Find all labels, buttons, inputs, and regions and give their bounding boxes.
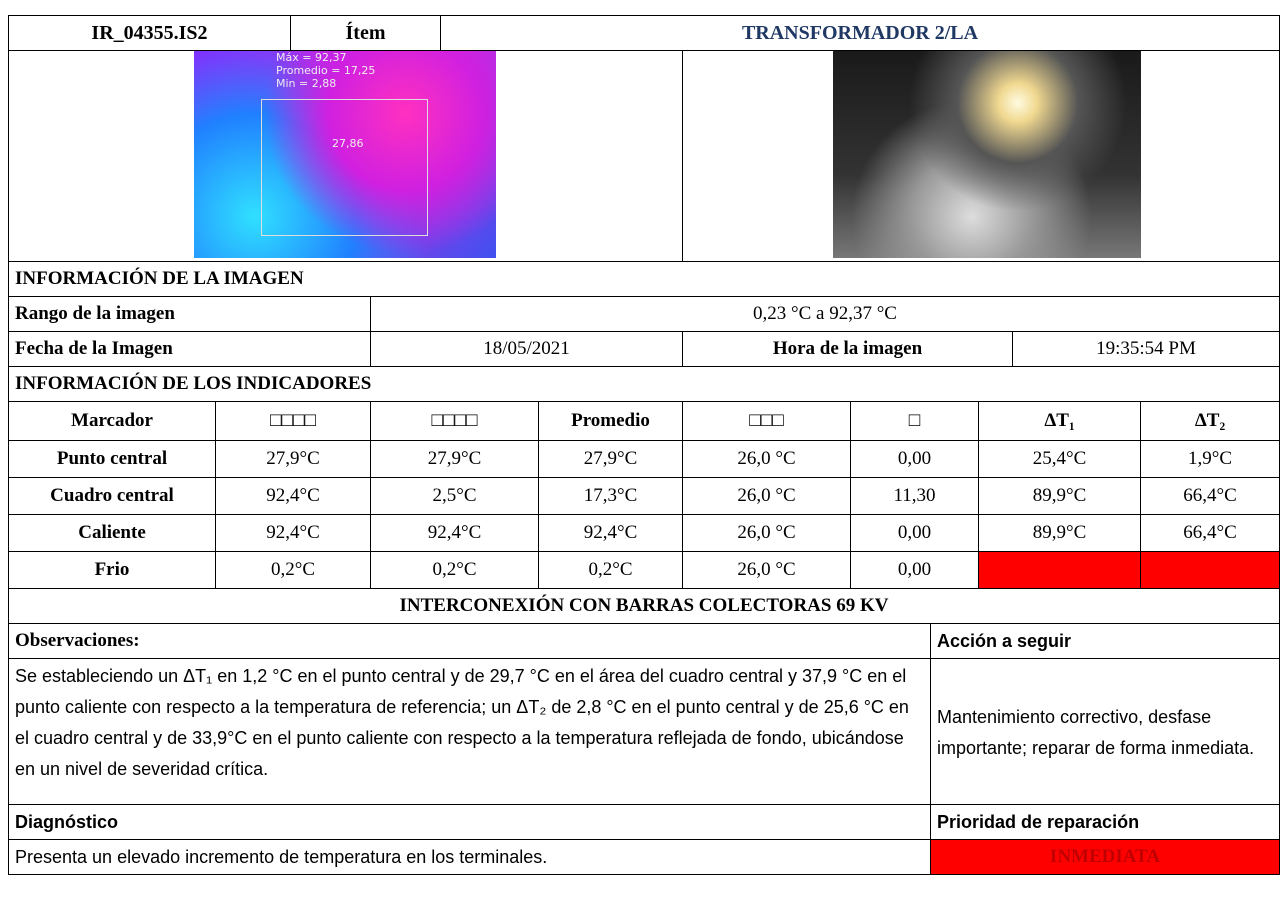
indicator-row: Cuadro central 92,4°C 2,5°C 17,3°C 26,0 °C 11…: [8, 477, 1280, 515]
section-title: INFORMACIÓN DE LA IMAGEN: [8, 262, 1280, 297]
image-info-table: INFORMACIÓN DE LA IMAGEN Rango de la ima…: [8, 262, 1280, 402]
action-text: Mantenimiento correctivo, desfase import…: [930, 658, 1280, 805]
observations-table: INTERCONEXIÓN CON BARRAS COLECTORAS 69 K…: [8, 589, 1280, 875]
indicator-value: 26,0 °C: [682, 440, 851, 478]
image-table: Máx = 92,37 Promedio = 17,25 Min = 2,88 …: [8, 51, 1280, 262]
column-header: ΔT₂: [1140, 402, 1280, 441]
thermal-cell: Máx = 92,37 Promedio = 17,25 Min = 2,88 …: [8, 51, 683, 262]
item-label: Ítem: [290, 15, 441, 51]
indicator-row: Punto central 27,9°C 27,9°C 27,9°C 26,0 °C 0,…: [8, 440, 1280, 478]
obs-text-row: Se estableciendo un ΔT₁ en 1,2 °C en el …: [8, 658, 1280, 805]
indicator-value: 11,30: [850, 477, 979, 515]
column-header: □□□: [682, 402, 851, 441]
range-value: 0,23 °C a 92,37 °C: [370, 296, 1280, 332]
indicator-value: 25,4°C: [978, 440, 1141, 478]
range-label: Rango de la imagen: [8, 296, 371, 332]
section-title: INFORMACIÓN DE LOS INDICADORES: [8, 366, 1280, 402]
indicator-value: 0,00: [850, 514, 979, 552]
indicator-value: 1,9°C: [1140, 440, 1280, 478]
column-header: □□□□: [215, 402, 371, 441]
marker-name: Frio: [8, 551, 216, 589]
time-label: Hora de la imagen: [682, 331, 1013, 367]
diagnosis-label: Diagnóstico: [8, 804, 931, 840]
time-value: 19:35:54 PM: [1012, 331, 1280, 367]
observations-label: Observaciones:: [8, 623, 931, 659]
visible-photo: [833, 51, 1141, 258]
indicator-value: 26,0 °C: [682, 477, 851, 515]
indicator-value: 92,4°C: [538, 514, 683, 552]
indicator-value: 92,4°C: [215, 477, 371, 515]
date-row: Fecha de la Imagen 18/05/2021 Hora de la i…: [8, 331, 1280, 367]
indicator-value: 0,2°C: [538, 551, 683, 589]
indicator-header-row: Marcador □□□□ □□□□ Promedio □□□ □ ΔT₁ ΔT₂: [8, 402, 1280, 441]
indicator-row: Caliente 92,4°C 92,4°C 92,4°C 26,0 °C 0,00 89,…: [8, 514, 1280, 552]
section-title: INTERCONEXIÓN CON BARRAS COLECTORAS 69 K…: [8, 589, 1280, 624]
indicator-value: 66,4°C: [1140, 477, 1280, 515]
header-row: IR_04355.IS2 Ítem TRANSFORMADOR 2/LA: [8, 15, 1280, 51]
indicator-value: 0,2°C: [215, 551, 371, 589]
file-name: IR_04355.IS2: [8, 15, 291, 51]
measure-box: [261, 99, 428, 236]
indicator-value: 27,9°C: [215, 440, 371, 478]
indicator-value: 92,4°C: [215, 514, 371, 552]
indicator-value: 2,5°C: [370, 477, 539, 515]
marker-name: Punto central: [8, 440, 216, 478]
marker-name: Cuadro central: [8, 477, 216, 515]
marker-name: Caliente: [8, 514, 216, 552]
date-label: Fecha de la Imagen: [8, 331, 371, 367]
indicator-row: Frio 0,2°C 0,2°C 0,2°C 26,0 °C 0,00: [8, 551, 1280, 589]
obs-label-row: Observaciones: Acción a seguir: [8, 623, 1280, 659]
overlay-center: 27,86: [332, 137, 364, 150]
range-row: Rango de la imagen 0,23 °C a 92,37 °C: [8, 296, 1280, 332]
indicator-value: 27,9°C: [370, 440, 539, 478]
indicators-table: Marcador □□□□ □□□□ Promedio □□□ □ ΔT₁ ΔT₂ Punto …: [8, 402, 1280, 589]
empty-red-cell: [978, 551, 1141, 589]
section-row: INTERCONEXIÓN CON BARRAS COLECTORAS 69 K…: [8, 589, 1280, 624]
column-header: ΔT₁: [978, 402, 1141, 441]
indicator-value: 0,00: [850, 551, 979, 589]
priority-label: Prioridad de reparación: [930, 804, 1280, 840]
overlay-max: Máx = 92,37: [276, 51, 347, 64]
empty-red-cell: [1140, 551, 1280, 589]
indicator-value: 0,2°C: [370, 551, 539, 589]
diag-text-row: Presenta un elevado incremento de temper…: [8, 839, 1280, 875]
diag-label-row: Diagnóstico Prioridad de reparación: [8, 804, 1280, 840]
indicator-value: 92,4°C: [370, 514, 539, 552]
info-title-row: INFORMACIÓN DE LA IMAGEN: [8, 262, 1280, 297]
diagnosis-text: Presenta un elevado incremento de temper…: [8, 839, 931, 875]
indicator-value: 17,3°C: [538, 477, 683, 515]
column-header: Marcador: [8, 402, 216, 441]
photo-cell: [682, 51, 1280, 262]
indicator-value: 26,0 °C: [682, 514, 851, 552]
equipment: TRANSFORMADOR 2/LA: [440, 15, 1280, 51]
column-header: □□□□: [370, 402, 539, 441]
observations-text: Se estableciendo un ΔT₁ en 1,2 °C en el …: [8, 658, 931, 805]
indicator-value: 66,4°C: [1140, 514, 1280, 552]
action-label: Acción a seguir: [930, 623, 1280, 659]
overlay-min: Min = 2,88: [276, 77, 337, 90]
indicator-value: 89,9°C: [978, 514, 1141, 552]
indicator-value: 26,0 °C: [682, 551, 851, 589]
indicator-value: 89,9°C: [978, 477, 1141, 515]
date-value: 18/05/2021: [370, 331, 683, 367]
overlay-avg: Promedio = 17,25: [276, 64, 376, 77]
thermal-image: Máx = 92,37 Promedio = 17,25 Min = 2,88 …: [194, 51, 496, 258]
image-row: Máx = 92,37 Promedio = 17,25 Min = 2,88 …: [8, 51, 1280, 262]
column-header: □: [850, 402, 979, 441]
indicator-value: 0,00: [850, 440, 979, 478]
report: IR_04355.IS2 Ítem TRANSFORMADOR 2/LA Máx…: [8, 15, 1280, 875]
indicators-title-row: INFORMACIÓN DE LOS INDICADORES: [8, 366, 1280, 402]
priority-value: INMEDIATA: [930, 839, 1280, 875]
header-table: IR_04355.IS2 Ítem TRANSFORMADOR 2/LA: [8, 15, 1280, 51]
indicator-value: 27,9°C: [538, 440, 683, 478]
column-header: Promedio: [538, 402, 683, 441]
